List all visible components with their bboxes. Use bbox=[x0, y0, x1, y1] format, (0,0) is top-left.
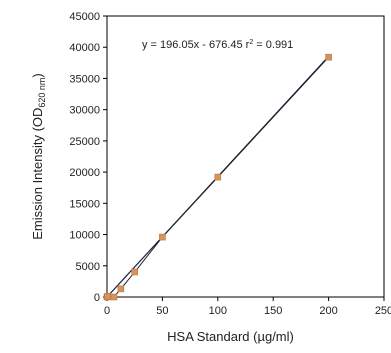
x-tick-label: 0 bbox=[104, 305, 110, 317]
y-axis-title-subscript: 620 nm bbox=[37, 78, 47, 108]
x-tick-label: 200 bbox=[319, 305, 337, 317]
y-tick-label: 45000 bbox=[69, 11, 100, 23]
data-point bbox=[214, 173, 222, 181]
data-point bbox=[159, 233, 166, 241]
y-tick-label: 30000 bbox=[69, 105, 100, 117]
points-group bbox=[103, 53, 332, 301]
x-tick-label: 250 bbox=[375, 305, 391, 317]
y-tick-label: 10000 bbox=[69, 230, 100, 242]
x-tick-label: 150 bbox=[264, 305, 282, 317]
y-axis-title: Emission Intensity (OD620 nm) bbox=[30, 73, 47, 240]
y-axis-title-main: Emission Intensity (OD bbox=[30, 108, 45, 240]
data-point bbox=[104, 293, 111, 300]
data-point bbox=[110, 293, 118, 301]
y-tick-label: 15000 bbox=[69, 198, 100, 210]
x-tick-label: 100 bbox=[209, 305, 227, 317]
fit-equation-text: y = 196.05x - 676.45 r bbox=[142, 39, 250, 51]
fit-equation-superscript: 2 bbox=[249, 39, 253, 46]
fit-equation-annotation: y = 196.05x - 676.45 r2 = 0.991 bbox=[142, 39, 293, 51]
y-tick-label: 40000 bbox=[69, 42, 100, 54]
ticks-group: 0 5000 10000 15000 20000 25000 30000 35000 40000… bbox=[69, 11, 391, 317]
x-axis-title: HSA Standard (µg/ml) bbox=[167, 329, 294, 344]
axes-group bbox=[106, 15, 385, 298]
data-point bbox=[131, 268, 138, 276]
y-tick-label: 35000 bbox=[69, 73, 100, 85]
y-tick-label: 0 bbox=[94, 292, 100, 304]
data-point bbox=[325, 53, 332, 61]
x-tick-label: 50 bbox=[156, 305, 168, 317]
fit-equation-value: = 0.991 bbox=[253, 39, 293, 51]
plot-frame bbox=[106, 15, 385, 298]
data-point bbox=[117, 285, 125, 293]
y-axis-title-close: ) bbox=[30, 73, 45, 77]
y-tick-label: 25000 bbox=[69, 136, 100, 148]
y-tick-label: 5000 bbox=[76, 261, 100, 273]
y-tick-label: 20000 bbox=[69, 167, 100, 179]
